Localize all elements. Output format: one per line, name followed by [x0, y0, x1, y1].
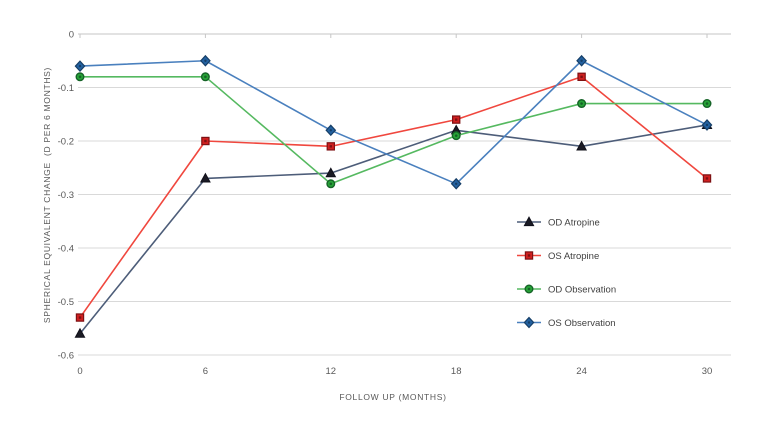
x-axis-title: FOLLOW UP (MONTHS)	[339, 392, 447, 402]
marker-diamond-icon	[450, 177, 462, 190]
marker-circle-icon	[702, 99, 712, 109]
series-line	[80, 76, 707, 185]
y-tick-label: -0.4	[58, 244, 74, 255]
marker-diamond-icon	[74, 60, 86, 72]
series-os-atropine	[75, 72, 712, 322]
legend: OD Atropine OS Atropine OD Observation OS O…	[517, 216, 616, 329]
x-tick-label: 12	[326, 366, 337, 377]
y-tick-label: -0.6	[58, 351, 74, 362]
series-line	[79, 76, 708, 319]
marker-triangle-icon	[325, 167, 337, 178]
marker-diamond-icon	[199, 54, 211, 67]
y-axis-title: SPHERICAL EQUIVALENT CHANGE (D PER 6 MON…	[42, 66, 52, 324]
series-od-atropine	[74, 119, 713, 338]
marker-diamond-icon	[325, 124, 337, 137]
x-tick-label: 30	[702, 366, 713, 377]
marker-square-icon	[326, 142, 336, 151]
marker-square-icon	[452, 115, 461, 124]
marker-triangle-icon	[199, 172, 211, 183]
legend-label: OS Observation	[548, 318, 616, 329]
x-tick-label: 24	[576, 366, 587, 377]
x-tick-label: 0	[77, 366, 82, 377]
x-tick-label: 6	[203, 366, 208, 377]
marker-circle-icon	[75, 72, 85, 82]
y-tick-label: -0.5	[58, 297, 74, 308]
marker-triangle-icon	[523, 216, 535, 227]
y-tick-label: -0.2	[58, 137, 74, 148]
legend-item: OS Atropine	[517, 251, 599, 262]
series-os-observation	[74, 54, 713, 190]
marker-circle-icon	[200, 72, 210, 82]
legend-item: OD Atropine	[517, 216, 600, 229]
marker-diamond-icon	[701, 119, 713, 131]
marker-triangle-icon	[576, 140, 588, 151]
y-tick-label: -0.1	[58, 83, 74, 94]
x-tick-label: 18	[451, 366, 462, 377]
legend-item: OD Observation	[517, 285, 616, 296]
series-line	[79, 124, 708, 335]
y-tick-label: -0.3	[58, 190, 74, 201]
marker-diamond-icon	[523, 316, 535, 329]
series-line	[79, 59, 708, 185]
legend-label: OD Observation	[548, 285, 616, 296]
marker-circle-icon	[524, 284, 534, 294]
legend-label: OD Atropine	[548, 218, 600, 229]
marker-square-icon	[75, 313, 85, 322]
marker-circle-icon	[577, 99, 587, 109]
legend-item: OS Observation	[517, 316, 616, 329]
marker-square-icon	[201, 136, 210, 146]
marker-square-icon	[702, 174, 712, 183]
marker-square-icon	[577, 72, 586, 81]
y-tick-label: 0	[69, 30, 74, 41]
marker-triangle-icon	[74, 327, 86, 338]
series-od-observation	[75, 72, 712, 189]
legend-label: OS Atropine	[548, 251, 599, 262]
marker-square-icon	[524, 251, 534, 260]
marker-circle-icon	[326, 179, 336, 189]
marker-diamond-icon	[576, 54, 588, 67]
marker-circle-icon	[451, 131, 461, 141]
